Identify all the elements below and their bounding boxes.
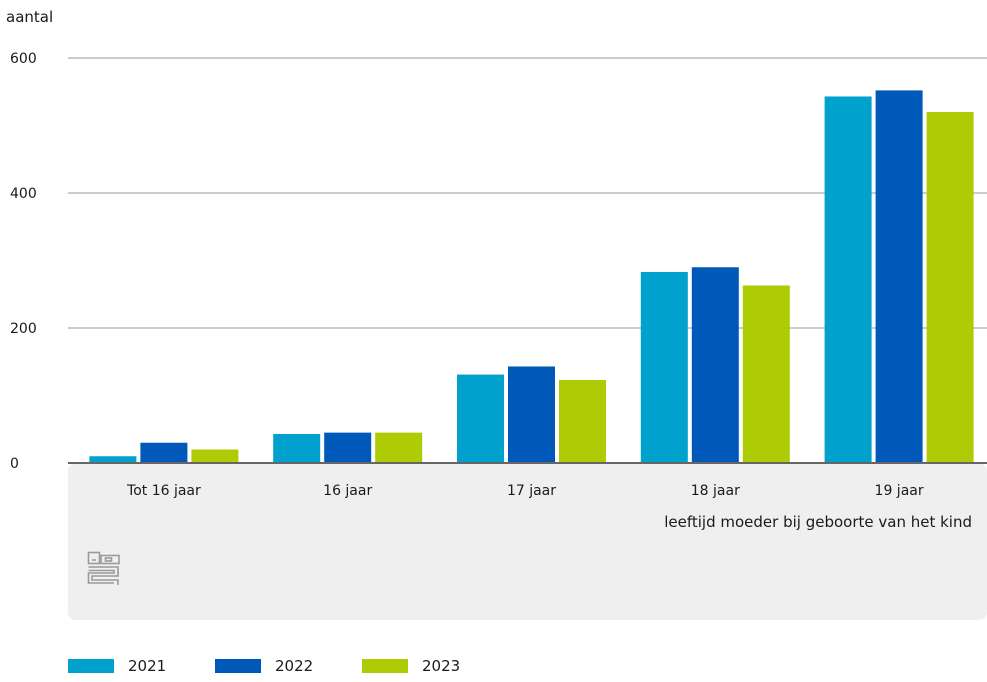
legend-swatch xyxy=(362,659,408,673)
y-tick-label: 200 xyxy=(10,321,37,337)
y-tick-label: 600 xyxy=(10,51,37,67)
bar-2022-3 xyxy=(691,267,739,463)
bar-2022-2 xyxy=(508,366,555,463)
bar-2022-1 xyxy=(324,432,372,463)
bar-2021-2 xyxy=(457,374,504,463)
x-tick-label: Tot 16 jaar xyxy=(126,483,201,499)
legend-item-2023: 2023 xyxy=(362,657,509,675)
bar-2021-4 xyxy=(824,96,872,463)
bar-2021-1 xyxy=(273,433,321,463)
bar-2022-0 xyxy=(140,442,188,463)
legend-label: 2022 xyxy=(275,657,314,675)
bars xyxy=(89,90,974,464)
y-tick-label: 0 xyxy=(10,456,19,472)
x-axis-label: leeftijd moeder bij geboorte van het kin… xyxy=(664,513,972,531)
x-tick-label: 17 jaar xyxy=(507,483,556,499)
legend: 2021 2022 2023 xyxy=(68,657,509,675)
bar-2021-3 xyxy=(640,271,688,463)
legend-swatch xyxy=(215,659,261,673)
y-axis-label: aantal xyxy=(6,8,53,26)
x-tick-label: 18 jaar xyxy=(691,483,740,499)
bar-2023-2 xyxy=(559,379,606,463)
bar-2023-0 xyxy=(191,449,239,463)
bar-2023-4 xyxy=(926,112,974,463)
x-tick-label: 19 jaar xyxy=(875,483,924,499)
legend-swatch xyxy=(68,659,114,673)
y-tick-label: 400 xyxy=(10,186,37,202)
bar-2021-0 xyxy=(89,456,137,463)
bar-2023-3 xyxy=(742,285,790,463)
x-axis-panel xyxy=(68,463,987,620)
legend-item-2022: 2022 xyxy=(215,657,362,675)
bar-2023-1 xyxy=(375,432,423,463)
legend-label: 2021 xyxy=(128,657,167,675)
legend-label: 2023 xyxy=(422,657,461,675)
bar-2022-4 xyxy=(875,90,923,464)
x-tick-label: 16 jaar xyxy=(323,483,372,499)
legend-item-2021: 2021 xyxy=(68,657,215,675)
x-tick-labels: Tot 16 jaar 16 jaar 17 jaar 18 jaar 19 jaar xyxy=(126,483,924,499)
cbs-logo-icon xyxy=(87,551,120,585)
